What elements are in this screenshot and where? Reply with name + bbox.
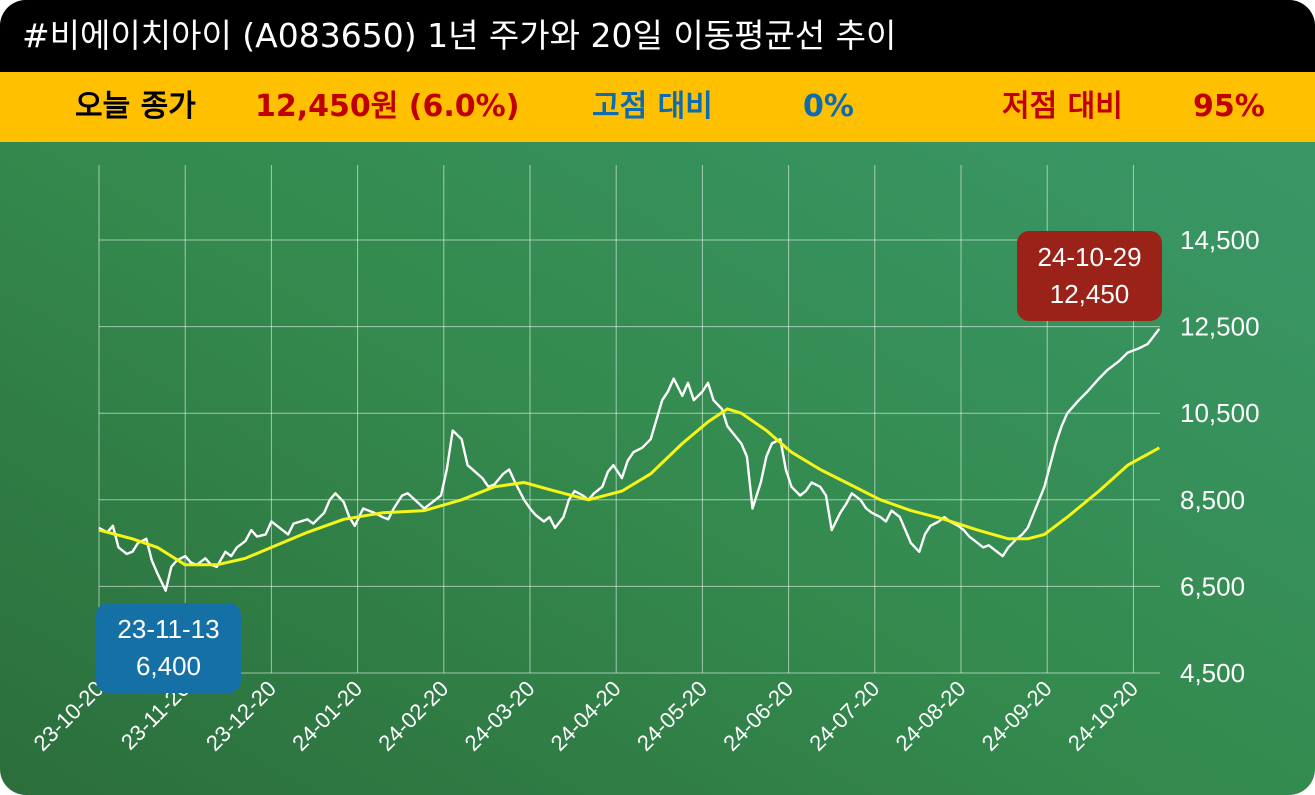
stats-bar: 오늘 종가 12,450원 (6.0%) 고점 대비 0% 저점 대비 95% <box>0 72 1315 142</box>
high-compare-label: 고점 대비 <box>592 89 713 124</box>
y-tick-label: 14,500 <box>1180 225 1260 255</box>
x-tick-label: 24-05-20 <box>632 676 712 756</box>
low-compare-value: 95% <box>1193 89 1265 124</box>
x-tick-label: 24-02-20 <box>373 676 453 756</box>
x-tick-label: 24-10-20 <box>1063 676 1143 756</box>
high-annotation-date: 24-10-29 <box>1037 242 1141 272</box>
high-annotation-box <box>1017 231 1162 321</box>
chart-title: #비에이치아이 (A083650) 1년 주가와 20일 이동평균선 추이 <box>22 16 897 55</box>
x-tick-label: 24-01-20 <box>287 676 367 756</box>
y-tick-label: 4,500 <box>1180 658 1245 688</box>
x-tick-label: 24-03-20 <box>460 676 540 756</box>
y-tick-label: 10,500 <box>1180 398 1260 428</box>
low-annotation-date: 23-11-13 <box>117 614 219 644</box>
low-annotation-value: 6,400 <box>136 651 201 681</box>
x-tick-label: 23-10-20 <box>29 676 109 756</box>
chart-title-bar: #비에이치아이 (A083650) 1년 주가와 20일 이동평균선 추이 <box>0 0 1315 72</box>
x-tick-label: 24-06-20 <box>718 676 798 756</box>
high-annotation-value: 12,450 <box>1050 279 1130 309</box>
x-tick-label: 24-09-20 <box>977 676 1057 756</box>
close-label: 오늘 종가 <box>75 89 196 124</box>
y-tick-label: 12,500 <box>1180 312 1260 342</box>
low-annotation-box <box>96 603 241 693</box>
y-tick-label: 6,500 <box>1180 571 1245 601</box>
close-value: 12,450원 (6.0%) <box>255 89 520 124</box>
y-tick-label: 8,500 <box>1180 485 1245 515</box>
moving-average-line <box>98 407 1161 567</box>
high-compare-value: 0% <box>803 89 854 124</box>
x-tick-label: 24-08-20 <box>891 676 971 756</box>
x-tick-label: 24-07-20 <box>804 676 884 756</box>
low-compare-label: 저점 대비 <box>1002 89 1123 124</box>
x-tick-label: 24-04-20 <box>546 676 626 756</box>
